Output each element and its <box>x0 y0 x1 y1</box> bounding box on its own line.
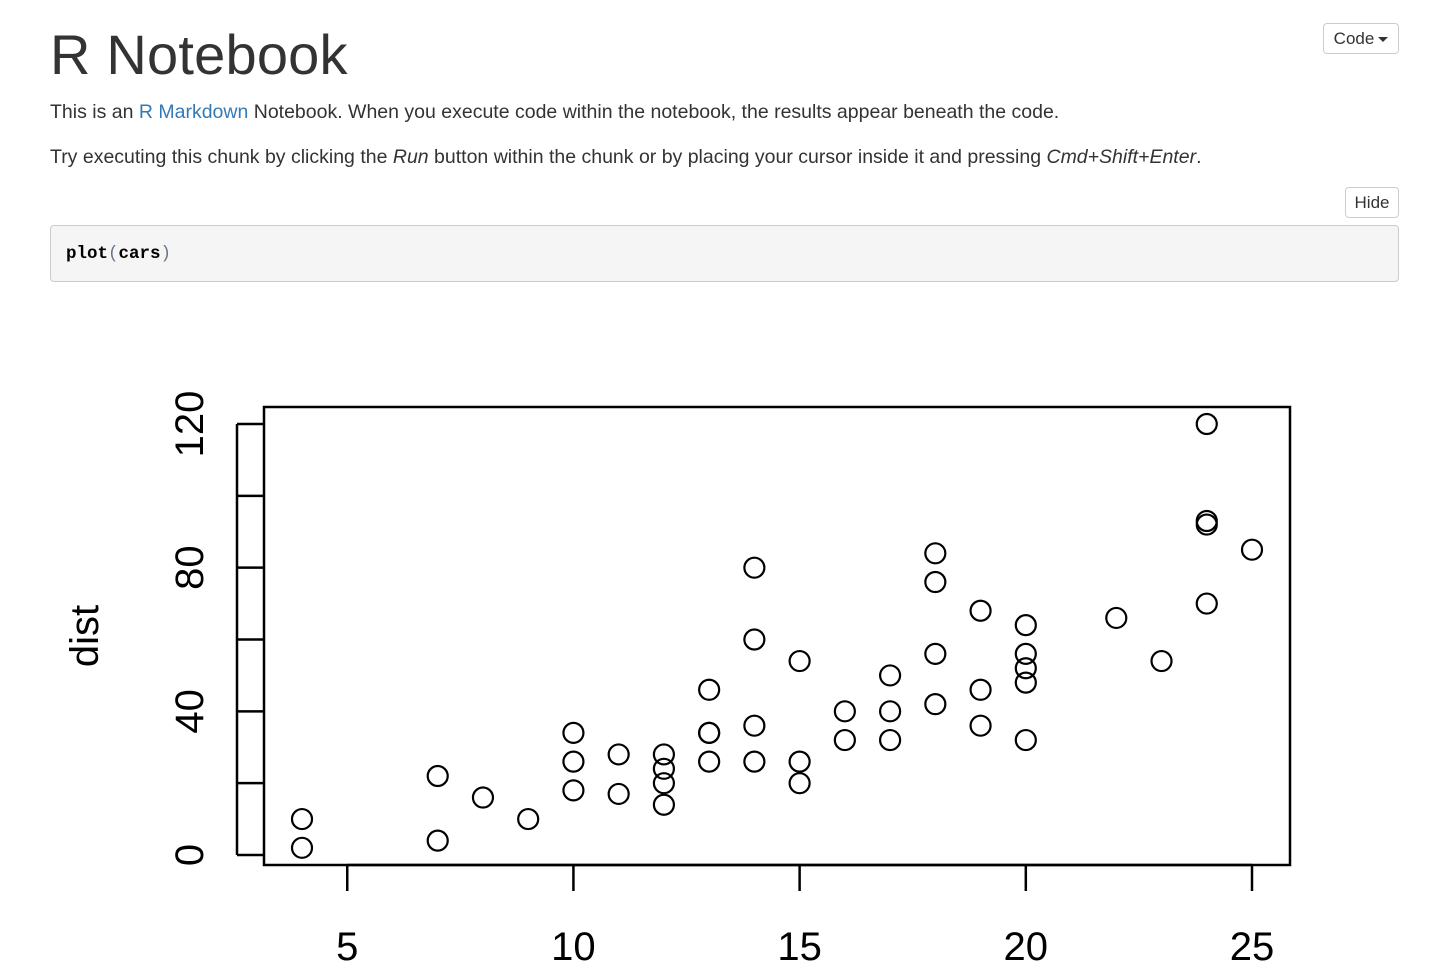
data-point <box>1240 538 1264 561</box>
data-point <box>833 728 856 752</box>
y-axis-label: dist <box>63 605 107 667</box>
intro-paragraph: This is an R Markdown Notebook. When you… <box>50 99 1059 125</box>
data-point <box>1014 657 1037 680</box>
instructions-part3: . <box>1196 146 1202 168</box>
data-point <box>1014 614 1037 637</box>
data-point <box>788 772 811 795</box>
data-point <box>471 786 495 809</box>
code-chunk[interactable]: plot(cars) <box>50 225 1399 282</box>
data-point <box>924 542 947 565</box>
data-point <box>878 728 902 752</box>
data-point <box>426 764 449 788</box>
data-point <box>1014 671 1037 694</box>
data-point <box>562 721 585 744</box>
data-point <box>698 721 721 744</box>
y-axis: 0 40 80 120 <box>168 391 264 866</box>
data-point <box>878 664 902 687</box>
data-point <box>1195 592 1218 615</box>
y-tick-label: 120 <box>168 391 212 458</box>
instructions-paragraph: Try executing this chunk by clicking the… <box>50 144 1201 170</box>
data-point <box>969 599 992 622</box>
data-point <box>743 556 766 579</box>
y-tick-label: 80 <box>168 545 212 590</box>
data-point <box>743 750 766 773</box>
data-point <box>652 772 676 795</box>
page-title: R Notebook <box>50 23 348 86</box>
data-point <box>562 779 585 802</box>
data-point <box>1105 606 1128 630</box>
code-menu-button[interactable]: Code <box>1323 23 1399 54</box>
data-point <box>1195 412 1218 436</box>
data-point <box>743 714 766 737</box>
data-point <box>1014 642 1037 665</box>
x-tick-label: 20 <box>1004 925 1049 969</box>
code-open-paren: ( <box>108 243 119 264</box>
r-markdown-link[interactable]: R Markdown <box>138 101 249 123</box>
instructions-part1: Try executing this chunk by clicking the <box>50 146 393 168</box>
data-point <box>1195 509 1218 533</box>
data-point <box>607 782 630 806</box>
y-tick-label: 0 <box>168 844 212 866</box>
data-point <box>290 836 314 859</box>
data-point <box>562 750 585 773</box>
data-points <box>290 412 1264 859</box>
x-axis: 5 10 15 20 25 <box>336 863 1275 969</box>
run-emphasis: Run <box>392 146 429 168</box>
intro-text-after: Notebook. When you execute code within t… <box>248 101 1060 123</box>
data-point <box>924 642 947 665</box>
x-tick-label: 15 <box>777 925 822 969</box>
data-point <box>652 757 676 780</box>
data-point <box>833 700 856 723</box>
instructions-part2: button within the chunk or by placing yo… <box>428 146 1047 168</box>
code-close-paren: ) <box>160 243 172 264</box>
data-point <box>290 807 314 831</box>
x-tick-label: 25 <box>1230 925 1275 969</box>
data-point <box>698 678 721 701</box>
x-tick-label: 10 <box>551 925 596 969</box>
data-point <box>788 750 811 773</box>
data-point <box>1014 728 1037 752</box>
data-point <box>698 750 721 773</box>
code-argument: cars <box>118 243 161 264</box>
data-point <box>924 693 947 716</box>
intro-text-before: This is an <box>50 101 139 123</box>
shortcut-emphasis: Cmd+Shift+Enter <box>1046 146 1197 168</box>
data-point <box>969 714 992 737</box>
x-tick-label: 5 <box>336 925 358 969</box>
data-point <box>652 793 676 816</box>
hide-code-button[interactable]: Hide <box>1345 187 1399 218</box>
caret-down-icon <box>1378 37 1389 42</box>
data-point <box>743 628 766 651</box>
data-point <box>924 570 947 594</box>
data-point <box>1150 649 1173 673</box>
data-point <box>878 700 902 723</box>
code-function: plot <box>66 243 109 264</box>
data-point <box>426 829 449 852</box>
data-point <box>788 649 811 673</box>
data-point <box>607 743 630 766</box>
data-point <box>517 807 540 831</box>
code-menu-label: Code <box>1333 28 1375 48</box>
data-point <box>969 678 992 701</box>
data-point <box>652 743 676 766</box>
y-tick-label: 40 <box>168 689 212 734</box>
plot-frame <box>262 405 1292 867</box>
